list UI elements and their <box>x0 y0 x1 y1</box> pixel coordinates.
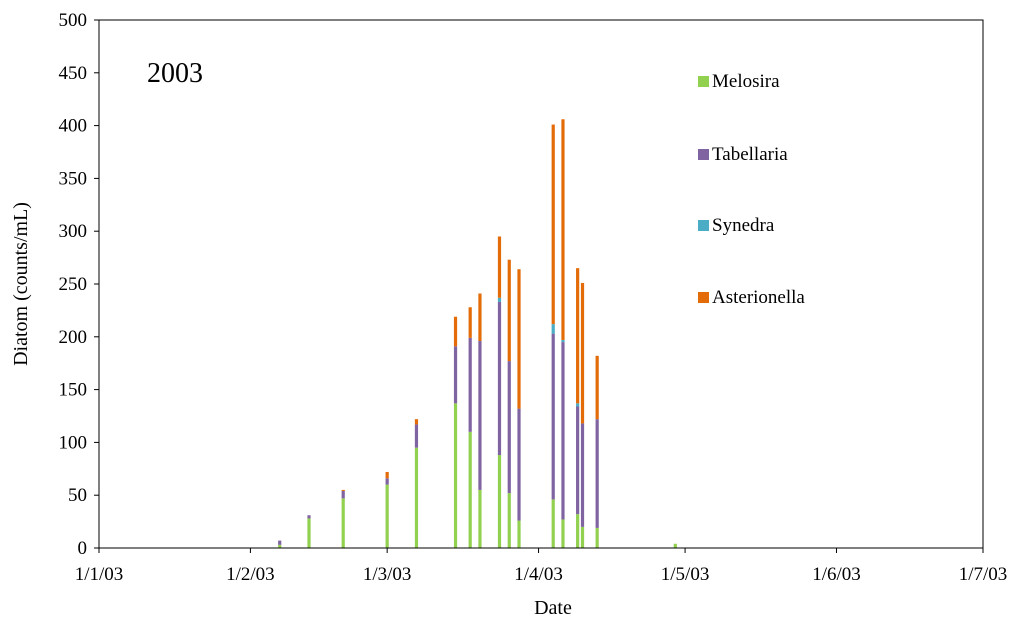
bar-synedra <box>497 297 502 302</box>
y-tick-label: 100 <box>59 432 88 453</box>
bar-melosira <box>507 493 511 548</box>
legend-label-synedra: Synedra <box>712 215 775 236</box>
y-tick-label: 50 <box>68 485 87 506</box>
x-tick-label: 1/5/03 <box>661 564 710 585</box>
y-tick-label: 300 <box>59 221 88 242</box>
bar-melosira <box>497 455 502 548</box>
legend-swatch-melosira <box>698 76 709 87</box>
bar-tabellaria <box>580 423 585 527</box>
y-tick-label: 0 <box>78 538 88 559</box>
legend-swatch-tabellaria <box>698 149 709 160</box>
bar-asterionella <box>507 259 511 362</box>
legend: Melosira Tabellaria Synedra Asterionella <box>698 71 805 308</box>
bar-asterionella <box>468 307 472 338</box>
bar-asterionella <box>478 293 482 342</box>
bar-asterionella <box>453 316 458 347</box>
bar-tabellaria <box>453 346 458 404</box>
bar-melosira <box>580 526 585 548</box>
legend-label-tabellaria: Tabellaria <box>712 144 788 165</box>
bar-asterionella <box>385 471 389 479</box>
bar-asterionella <box>561 119 565 340</box>
bar-tabellaria <box>551 333 555 500</box>
bar-tabellaria <box>468 337 472 432</box>
legend-swatch-synedra <box>698 220 709 231</box>
legend-label-asterionella: Asterionella <box>712 287 805 308</box>
bar-asterionella <box>414 419 419 425</box>
bar-asterionella <box>580 282 585 424</box>
x-tick-label: 1/7/03 <box>959 564 1008 585</box>
year-annotation: 2003 <box>147 58 203 89</box>
bar-asterionella <box>551 124 555 325</box>
x-axis-title: Date <box>534 597 572 619</box>
bar-melosira <box>561 519 565 548</box>
bar-tabellaria <box>507 361 511 494</box>
bar-melosira <box>453 403 458 548</box>
bar-asterionella <box>576 268 580 404</box>
y-tick-label: 200 <box>59 327 88 348</box>
bar-tabellaria <box>576 406 580 515</box>
bar-tabellaria <box>561 342 565 520</box>
bar-tabellaria <box>517 408 521 521</box>
bar-tabellaria <box>478 341 482 490</box>
bar-asterionella <box>517 269 521 409</box>
bar-melosira <box>576 514 580 548</box>
y-tick-label: 350 <box>59 168 88 189</box>
y-tick-label: 400 <box>59 116 88 137</box>
bar-tabellaria <box>341 490 345 499</box>
bar-asterionella <box>595 355 599 420</box>
y-tick-label: 150 <box>59 380 88 401</box>
legend-swatch-asterionella <box>698 292 709 303</box>
bar-melosira <box>278 544 282 548</box>
bar-melosira <box>468 431 472 548</box>
bar-melosira <box>478 489 482 548</box>
x-axis: 1/1/03 1/2/03 1/3/03 1/4/03 1/5/03 1/6/03 1/7/… <box>75 548 1008 585</box>
bar-asterionella <box>341 489 345 491</box>
y-tick-label: 500 <box>59 10 88 31</box>
y-tick-label: 250 <box>59 274 88 295</box>
y-tick-label: 450 <box>59 63 88 84</box>
x-tick-label: 1/4/03 <box>514 564 563 585</box>
bar-tabellaria <box>497 301 502 456</box>
bar-tabellaria <box>595 419 599 528</box>
bar-melosira <box>517 520 521 548</box>
x-tick-label: 1/2/03 <box>226 564 275 585</box>
bar-melosira <box>673 543 677 548</box>
bar-melosira <box>341 498 345 548</box>
y-axis: 0 50 100 150 200 250 300 350 400 450 500 <box>59 10 99 559</box>
x-tick-label: 1/6/03 <box>812 564 861 585</box>
bar-synedra <box>561 339 565 343</box>
bar-tabellaria <box>278 540 282 545</box>
bar-tabellaria <box>414 424 419 448</box>
bar-melosira <box>385 484 389 548</box>
bar-melosira <box>307 518 311 548</box>
bar-tabellaria <box>307 515 311 519</box>
bar-tabellaria <box>385 478 389 485</box>
bars-layer <box>278 119 677 548</box>
legend-label-melosira: Melosira <box>712 71 780 92</box>
y-axis-title: Diatom (counts/mL) <box>10 202 32 366</box>
bar-synedra <box>576 403 580 407</box>
bar-melosira <box>551 499 555 548</box>
x-tick-label: 1/1/03 <box>75 564 124 585</box>
x-tick-label: 1/3/03 <box>363 564 412 585</box>
bar-asterionella <box>497 236 502 298</box>
bar-melosira <box>595 527 599 548</box>
bar-melosira <box>414 447 419 548</box>
bar-synedra <box>551 324 555 334</box>
